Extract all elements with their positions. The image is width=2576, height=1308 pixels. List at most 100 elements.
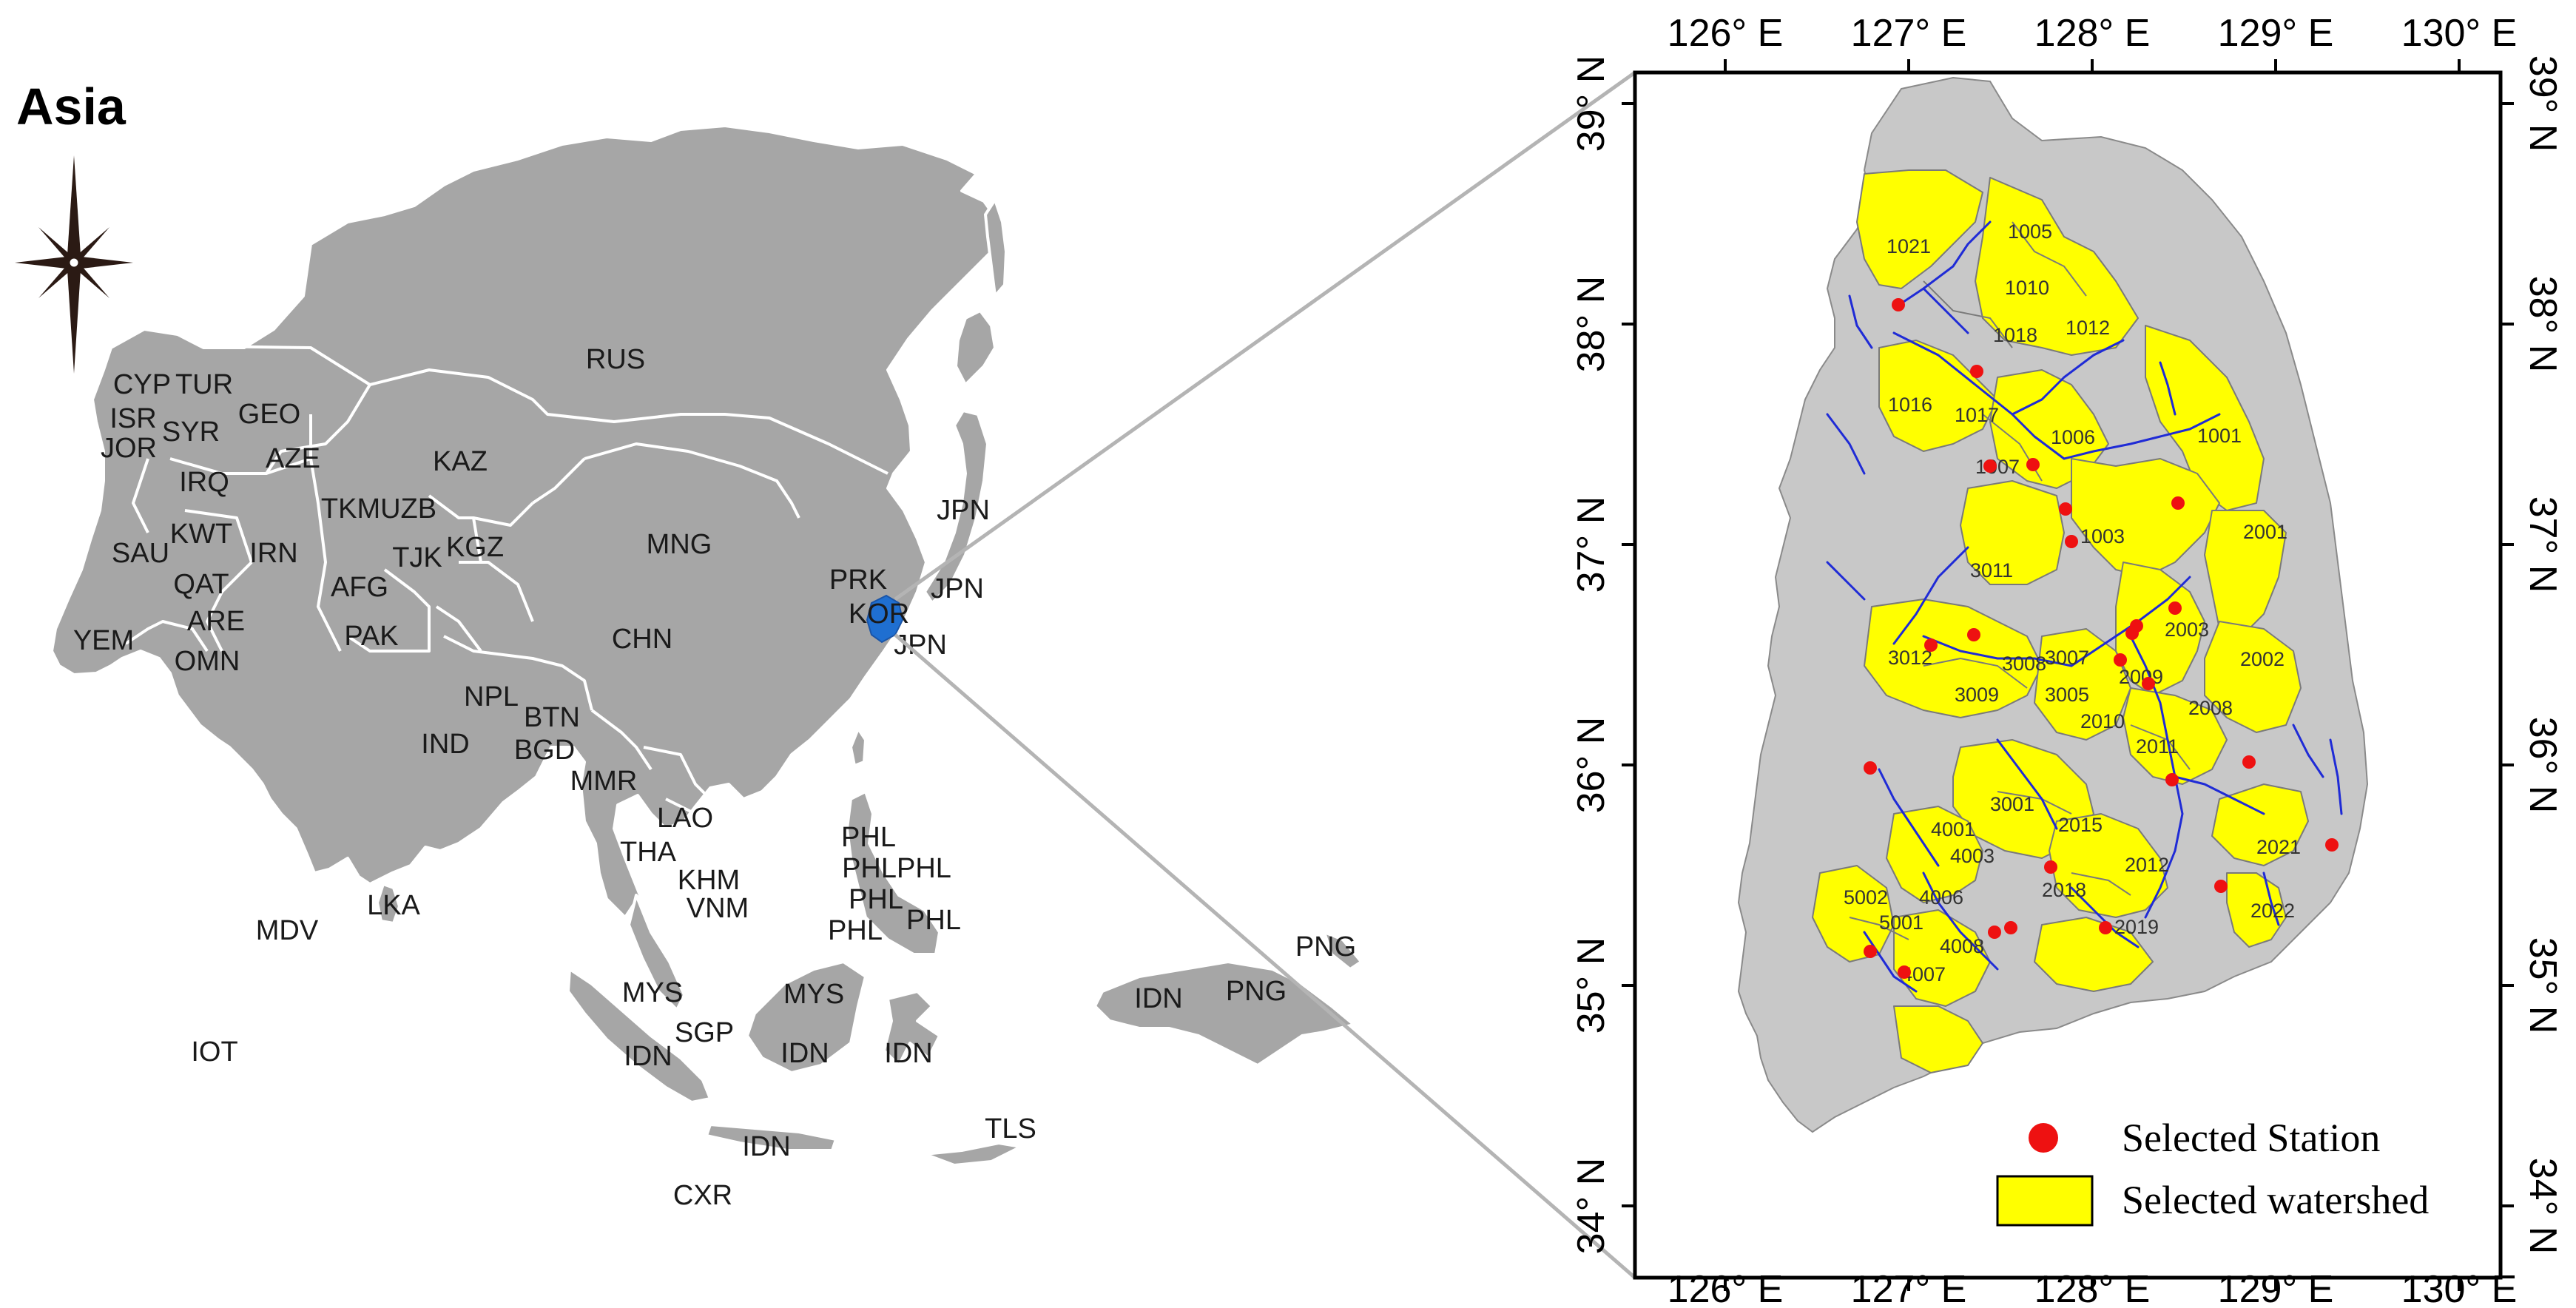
watershed-south-2015 xyxy=(2049,813,2168,918)
korea-inset-map: 1021 1005 1010 1018 1012 1016 1017 1006 … xyxy=(1570,12,2564,1308)
axis-top-tick: 130° E xyxy=(2401,12,2518,55)
watershed-label-1021: 1021 xyxy=(1887,235,1931,257)
watershed-label-1006: 1006 xyxy=(2051,426,2095,448)
watershed-label-2022: 2022 xyxy=(2250,900,2295,922)
label-lao: LAO xyxy=(657,803,713,834)
axis-left-tick: 34° N xyxy=(1570,1158,1613,1255)
watershed-north-1021 xyxy=(1856,169,1983,289)
label-png-1: PNG xyxy=(1295,931,1356,963)
station-marker xyxy=(2125,627,2139,640)
label-yem: YEM xyxy=(73,625,134,656)
compass-rose-icon xyxy=(15,155,133,374)
legend-station-swatch xyxy=(2029,1123,2058,1153)
sumatra-landmass xyxy=(567,968,712,1104)
label-rus: RUS xyxy=(586,344,645,375)
watershed-label-5001: 5001 xyxy=(1879,911,1923,934)
station-marker xyxy=(1898,965,1911,979)
station-marker xyxy=(1864,761,1877,775)
station-marker xyxy=(1892,298,1905,311)
asia-overview-map: Asia xyxy=(15,78,1363,1211)
philippines-landmass xyxy=(846,790,941,956)
axis-right-tick: 35° N xyxy=(2521,937,2564,1034)
label-tls: TLS xyxy=(985,1113,1036,1144)
station-marker xyxy=(2165,773,2179,786)
watershed-label-4001: 4001 xyxy=(1931,818,1975,840)
watershed-label-2019: 2019 xyxy=(2114,916,2159,938)
label-phl-1: PHL xyxy=(841,822,896,853)
label-cxr: CXR xyxy=(673,1180,732,1211)
taiwan-landmass xyxy=(849,727,867,767)
label-idn-4: IDN xyxy=(1134,983,1182,1014)
label-jpn-central: JPN xyxy=(931,573,984,604)
watershed-label-1003: 1003 xyxy=(2080,525,2125,547)
watershed-label-2011: 2011 xyxy=(2136,735,2179,758)
axis-right-tick: 38° N xyxy=(2521,276,2564,373)
label-tha: THA xyxy=(620,837,677,868)
axis-top-tick: 126° E xyxy=(1668,12,1784,55)
watershed-central-1016 xyxy=(1878,340,1998,452)
watershed-label-2003: 2003 xyxy=(2165,618,2209,641)
watershed-west-3011 xyxy=(1960,480,2065,585)
sri-lanka-landmass xyxy=(376,883,401,925)
watershed-label-3001: 3001 xyxy=(1990,793,2034,815)
label-idn-2: IDN xyxy=(780,1038,829,1069)
sakhalin-landmass xyxy=(984,198,1008,297)
watershed-label-4008: 4008 xyxy=(1940,935,1984,957)
watershed-central-1003 xyxy=(2071,458,2220,578)
watershed-labels: 1021 1005 1010 1018 1012 1016 1017 1006 … xyxy=(1844,220,2301,985)
label-mys-1: MYS xyxy=(622,977,683,1008)
watershed-label-2008: 2008 xyxy=(2188,697,2233,719)
frame-ticks xyxy=(1622,59,2514,1291)
axis-right-tick: 36° N xyxy=(2521,717,2564,814)
axis-left-tick: 39° N xyxy=(1570,55,1613,152)
watershed-label-1016: 1016 xyxy=(1888,394,1932,416)
station-marker xyxy=(2168,601,2182,615)
png-islands-landmass xyxy=(1323,931,1363,971)
axis-bottom-labels: 126° E 127° E 128° E 129° E 130° E xyxy=(1668,1268,2518,1308)
watershed-label-2009: 2009 xyxy=(2119,666,2163,688)
java-landmass xyxy=(705,1123,837,1152)
axis-bottom-tick: 128° E xyxy=(2034,1268,2151,1308)
axis-top-tick: 129° E xyxy=(2218,12,2334,55)
label-png-2: PNG xyxy=(1226,976,1287,1007)
selected-watersheds xyxy=(1812,169,2309,1073)
label-ind: IND xyxy=(421,729,469,760)
borneo-landmass xyxy=(746,960,867,1074)
label-qat: QAT xyxy=(173,569,229,600)
axis-top-tick: 127° E xyxy=(1851,12,1967,55)
station-marker xyxy=(2044,860,2057,874)
label-phl-2: PHLPHL xyxy=(842,853,951,884)
label-khm: KHM xyxy=(678,865,740,896)
watershed-label-3007: 3007 xyxy=(2045,647,2089,669)
label-kwt: KWT xyxy=(170,519,232,550)
watershed-label-2012: 2012 xyxy=(2125,854,2169,876)
label-irn: IRN xyxy=(249,538,297,569)
watershed-label-2021: 2021 xyxy=(2256,836,2301,858)
watershed-label-3008: 3008 xyxy=(2002,653,2046,675)
station-marker xyxy=(1988,926,2001,939)
map-title: Asia xyxy=(16,78,127,135)
watershed-label-4003: 4003 xyxy=(1950,845,1995,867)
axis-right-tick: 39° N xyxy=(2521,55,2564,152)
station-marker xyxy=(2065,535,2078,548)
sulawesi-landmass xyxy=(883,990,941,1067)
watershed-east-2001 xyxy=(2204,510,2287,637)
axis-bottom-tick: 130° E xyxy=(2401,1268,2518,1308)
watershed-label-2015: 2015 xyxy=(2058,814,2103,836)
label-phl-3: PHL xyxy=(849,884,903,915)
malay-peninsula-landmass xyxy=(627,894,686,1011)
watershed-label-2018: 2018 xyxy=(2042,879,2086,901)
asia-mainland xyxy=(50,124,1000,919)
watershed-label-5002: 5002 xyxy=(1844,886,1888,908)
watershed-center-2008 xyxy=(2122,687,2228,785)
label-isr: ISR xyxy=(109,403,156,434)
station-marker xyxy=(2325,838,2339,852)
station-marker xyxy=(2059,502,2072,516)
label-afg: AFG xyxy=(331,572,388,603)
label-tur: TUR xyxy=(175,369,233,400)
label-phl-4: PHL xyxy=(906,905,961,936)
watershed-east-2002 xyxy=(2204,621,2302,733)
label-tkm: TKMUZB xyxy=(321,493,436,525)
axis-right-labels: 39° N 38° N 37° N 36° N 35° N 34° N xyxy=(2521,55,2564,1255)
label-chn: CHN xyxy=(612,624,672,655)
